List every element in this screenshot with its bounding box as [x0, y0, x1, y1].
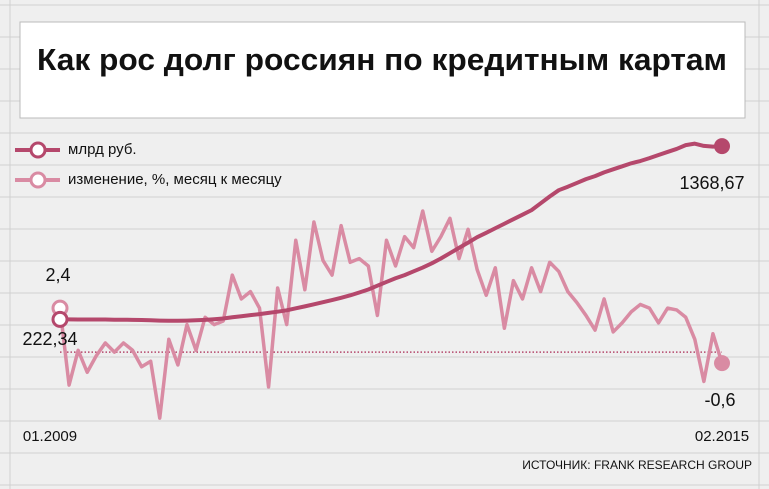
value-label: 222,34 — [22, 329, 77, 349]
x-tick-label: 02.2015 — [695, 428, 749, 445]
legend-label: изменение, %, месяц к месяцу — [68, 171, 282, 188]
legend-marker — [29, 171, 47, 189]
series-line — [59, 141, 723, 323]
legend-marker — [29, 141, 47, 159]
series-line — [58, 209, 724, 420]
title-box — [19, 21, 746, 119]
end-marker — [714, 138, 730, 155]
chart-title: Как рос долг россиян по кредитным картам — [37, 42, 727, 77]
value-label: 1368,67 — [679, 173, 744, 193]
source: ИСТОЧНИК: FRANK RESEARCH GROUP — [522, 458, 752, 472]
legend-label: млрд руб. — [68, 141, 137, 158]
value-label: -0,6 — [704, 390, 735, 410]
end-marker — [714, 355, 730, 372]
value-label: 2,4 — [45, 265, 70, 285]
x-tick-label: 01.2009 — [23, 428, 77, 445]
start-marker — [51, 310, 69, 328]
